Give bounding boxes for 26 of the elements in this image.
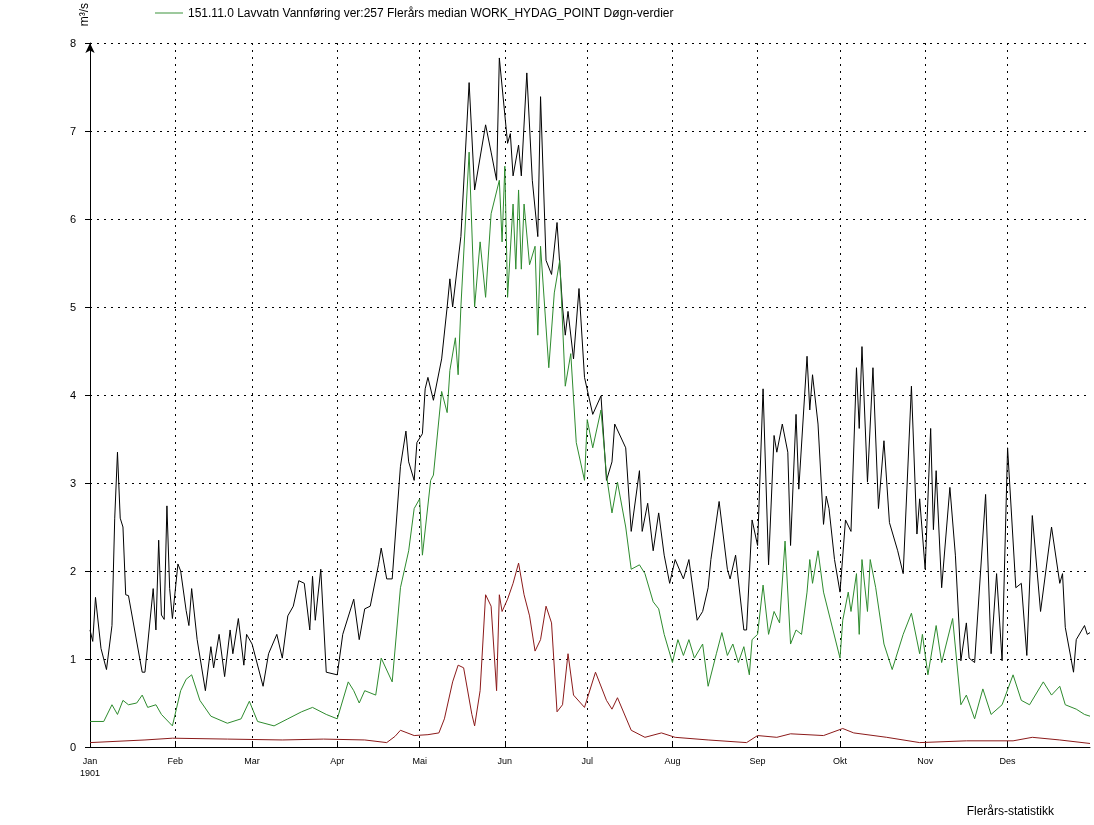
- y-tick-label: 3: [69, 477, 76, 489]
- y-tick-label: 5: [69, 301, 76, 313]
- y-tick-label: 1: [69, 653, 76, 665]
- y-tick-label: 8: [69, 37, 76, 49]
- y-tick-label: 4: [69, 389, 76, 401]
- line-series: [89, 562, 1091, 744]
- x-tick-label: Aug: [664, 756, 681, 766]
- x-tick-label: Mai: [412, 756, 427, 766]
- x-tick-label: Jul: [581, 756, 594, 766]
- x-tick-label: Jun: [497, 756, 513, 766]
- x-tick-label: Sep: [749, 756, 766, 766]
- x-tick-label: Feb: [167, 756, 183, 766]
- y-tick-label: 2: [69, 565, 76, 577]
- x-tick-label: Nov: [917, 756, 934, 766]
- line-series: [89, 151, 1091, 727]
- x-tick-label: Apr: [330, 756, 345, 766]
- x-tick-label: Des: [999, 756, 1017, 766]
- x-tick-label: Okt: [832, 756, 848, 766]
- y-tick-label: 7: [69, 125, 76, 137]
- x-tick-label: Mar: [244, 756, 260, 766]
- x-tick-label: Jan 1901: [79, 756, 101, 778]
- y-tick-label: 0: [69, 741, 76, 753]
- text: Flerårs-statistikk: [966, 804, 1055, 818]
- legend-label: 151.11.0 Lavvatn Vannføring ver:257 Flerårs median WORK_HYDAG_POINT Døgn-verdier: [188, 6, 674, 20]
- y-axis-title: m³/s: [77, 3, 91, 27]
- y-tick-label: 6: [69, 213, 76, 225]
